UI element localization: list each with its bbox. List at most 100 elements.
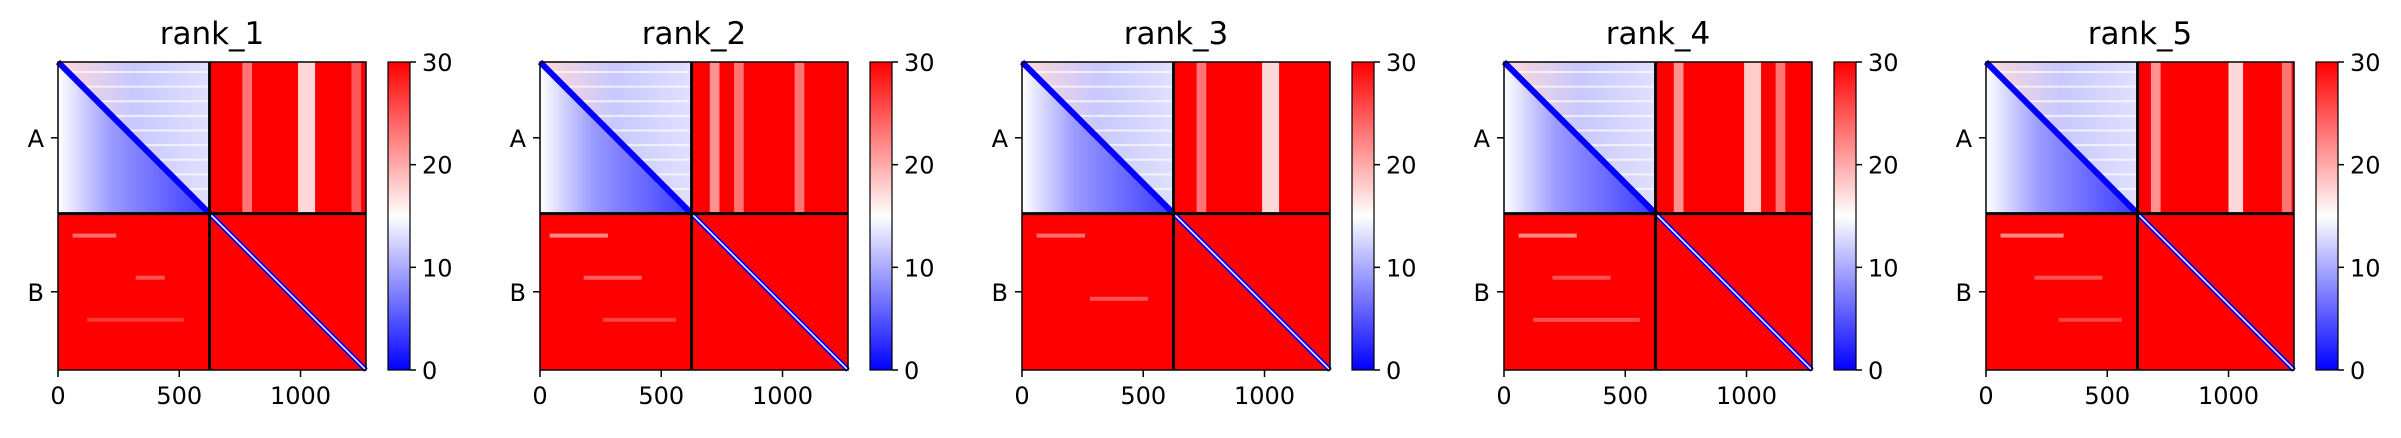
inter-chain-stripe-horizontal bbox=[2000, 233, 2064, 238]
inter-chain-stripe-vertical bbox=[298, 62, 316, 214]
chain-label: B bbox=[1474, 279, 1490, 307]
inter-chain-stripe-horizontal bbox=[1089, 296, 1149, 301]
chain-label: A bbox=[1474, 125, 1491, 153]
colorbar-tick-label: 0 bbox=[2350, 357, 2365, 385]
inter-chain-stripe-vertical bbox=[1775, 62, 1786, 214]
colorbar-tick-label: 20 bbox=[904, 152, 935, 180]
x-tick-label: 1000 bbox=[752, 382, 813, 410]
x-tick-label: 0 bbox=[1496, 382, 1511, 410]
inter-chain-stripe-vertical bbox=[242, 62, 253, 214]
colorbar-tick-label: 10 bbox=[1868, 254, 1899, 282]
colorbar-tick-label: 20 bbox=[2350, 152, 2381, 180]
x-tick-label: 0 bbox=[1978, 382, 1993, 410]
inter-chain-stripe-vertical bbox=[709, 62, 720, 214]
x-tick-label: 1000 bbox=[1234, 382, 1295, 410]
panel-title: rank_5 bbox=[2088, 16, 2193, 52]
plot-frame bbox=[1503, 61, 1813, 371]
panel-rank_4: rank_4 0 500 1000 A B 0 10 20 30 bbox=[1474, 16, 1899, 410]
colorbar-tick-label: 0 bbox=[904, 357, 919, 385]
x-tick-label: 500 bbox=[2084, 382, 2130, 410]
colorbar bbox=[1833, 61, 1857, 371]
x-tick-label: 1000 bbox=[270, 382, 331, 410]
plot-frame bbox=[1021, 61, 1331, 371]
chain-label: A bbox=[992, 125, 1009, 153]
inter-chain-stripe-horizontal bbox=[2034, 275, 2103, 280]
x-tick-label: 0 bbox=[532, 382, 547, 410]
x-tick-label: 500 bbox=[638, 382, 684, 410]
x-tick-label: 500 bbox=[156, 382, 202, 410]
colorbar-tick-label: 30 bbox=[904, 49, 935, 77]
colorbar bbox=[387, 61, 411, 371]
chain-label: A bbox=[510, 125, 527, 153]
panel-rank_5: rank_5 0 500 1000 A B 0 10 20 30 bbox=[1956, 16, 2381, 410]
colorbar-tick-label: 10 bbox=[2350, 254, 2381, 282]
inter-chain-stripe-horizontal bbox=[583, 275, 642, 280]
plot-frame bbox=[57, 61, 367, 371]
chain-b-diagonal-core bbox=[691, 213, 849, 371]
inter-chain-stripe-horizontal bbox=[135, 275, 165, 280]
inter-chain-stripe-horizontal bbox=[1036, 233, 1086, 238]
chain-b-diagonal-core bbox=[209, 213, 367, 371]
inter-chain-stripe-vertical bbox=[1196, 62, 1207, 214]
colorbar-tick-label: 10 bbox=[904, 254, 935, 282]
inter-chain-stripe-horizontal bbox=[2058, 317, 2122, 322]
x-tick-label: 1000 bbox=[1716, 382, 1777, 410]
colorbar-tick-label: 30 bbox=[422, 49, 453, 77]
colorbar-tick-label: 20 bbox=[422, 152, 453, 180]
inter-chain-stripe-vertical bbox=[1262, 62, 1280, 214]
panel-title: rank_3 bbox=[1124, 16, 1229, 52]
inter-chain-stripe-horizontal bbox=[72, 233, 117, 238]
panel-rank_2: rank_2 0 500 1000 A B 0 10 20 30 bbox=[510, 16, 935, 410]
colorbar-tick-label: 10 bbox=[422, 254, 453, 282]
colorbar-tick-label: 0 bbox=[422, 357, 437, 385]
colorbar-tick-label: 10 bbox=[1386, 254, 1417, 282]
plot-frame bbox=[1985, 61, 2295, 371]
x-tick-label: 1000 bbox=[2198, 382, 2259, 410]
chain-b-diagonal-core bbox=[2137, 213, 2295, 371]
inter-chain-stripe-horizontal bbox=[1552, 275, 1611, 280]
inter-chain-stripe-vertical bbox=[2281, 62, 2292, 214]
colorbar bbox=[2315, 61, 2339, 371]
chain-a-diagonal bbox=[1019, 59, 1176, 216]
x-tick-label: 500 bbox=[1602, 382, 1648, 410]
panel-title: rank_1 bbox=[160, 16, 265, 52]
panel-title: rank_2 bbox=[642, 16, 747, 52]
chain-a-diagonal bbox=[55, 59, 212, 216]
chain-b-diagonal-core bbox=[1655, 213, 1813, 371]
chain-label: B bbox=[1956, 279, 1972, 307]
chain-label: B bbox=[992, 279, 1008, 307]
colorbar-tick-label: 20 bbox=[1386, 152, 1417, 180]
panel-title: rank_4 bbox=[1606, 16, 1711, 52]
chain-a-diagonal bbox=[1983, 59, 2140, 216]
colorbar-tick-label: 0 bbox=[1868, 357, 1883, 385]
inter-chain-stripe-vertical bbox=[351, 62, 362, 214]
colorbar-tick-label: 30 bbox=[2350, 49, 2381, 77]
plot-frame bbox=[539, 61, 849, 371]
inter-chain-stripe-horizontal bbox=[603, 317, 676, 322]
colorbar-tick-label: 0 bbox=[1386, 357, 1401, 385]
inter-chain-stripe-vertical bbox=[2228, 62, 2244, 214]
chain-a-diagonal bbox=[537, 59, 694, 216]
colorbar bbox=[869, 61, 893, 371]
x-tick-label: 0 bbox=[1014, 382, 1029, 410]
panel-rank_1: rank_1 0 500 1000 A B 0 10 20 30 bbox=[28, 16, 453, 410]
chain-label: B bbox=[28, 279, 44, 307]
chain-label: A bbox=[28, 125, 45, 153]
colorbar bbox=[1351, 61, 1375, 371]
inter-chain-stripe-vertical bbox=[2150, 62, 2161, 214]
chain-label: A bbox=[1956, 125, 1973, 153]
inter-chain-stripe-vertical bbox=[1673, 62, 1684, 214]
colorbar-tick-label: 30 bbox=[1386, 49, 1417, 77]
colorbar-tick-label: 30 bbox=[1868, 49, 1899, 77]
inter-chain-stripe-horizontal bbox=[549, 233, 608, 238]
inter-chain-stripe-horizontal bbox=[1518, 233, 1577, 238]
inter-chain-stripe-horizontal bbox=[1533, 317, 1640, 322]
colorbar-tick-label: 20 bbox=[1868, 152, 1899, 180]
chain-label: B bbox=[510, 279, 526, 307]
chain-a-diagonal bbox=[1501, 59, 1658, 216]
chain-b-diagonal-core bbox=[1173, 213, 1331, 371]
inter-chain-stripe-vertical bbox=[794, 62, 805, 214]
inter-chain-stripe-vertical bbox=[1744, 62, 1762, 214]
inter-chain-stripe-horizontal bbox=[87, 317, 185, 322]
